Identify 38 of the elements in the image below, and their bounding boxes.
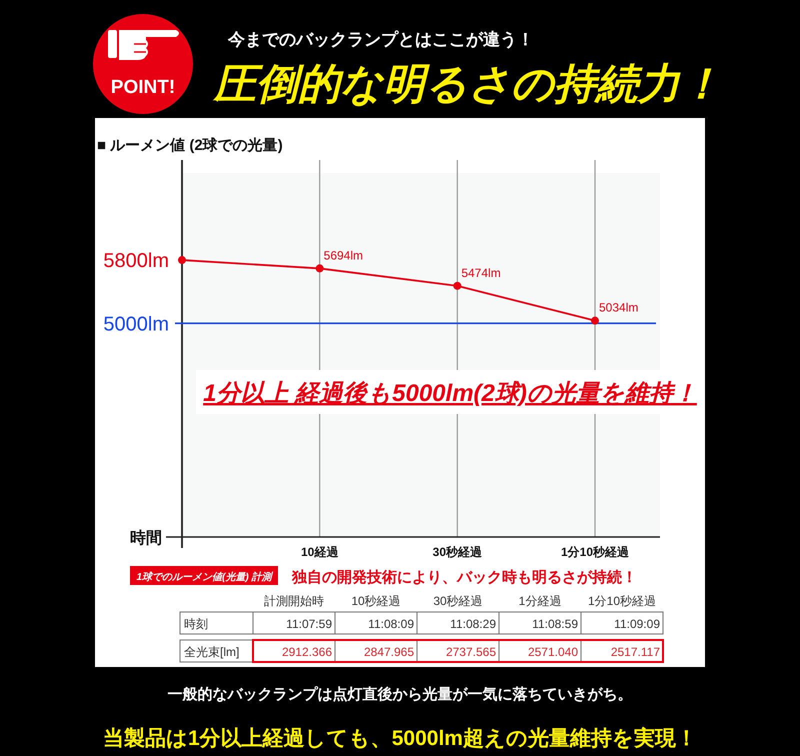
category-label: 30秒経過 (433, 594, 483, 608)
y-tick-label: 5800lm (103, 250, 169, 272)
text: 一般的なバックランプは点灯直後から光量が一気に落ちていきがち。 (168, 686, 632, 703)
category-label: 全光束[lm] (184, 645, 240, 659)
x-tick-label: 1分10秒経過 (560, 545, 630, 559)
text: 1球でのルーメン値(光量) 計測 (136, 571, 274, 583)
text: 当製品は1分以上経過しても、5000lm超えの光量維持を実現！ (103, 726, 697, 750)
text: 11:08:29 (450, 617, 496, 631)
text: 11:08:09 (368, 617, 414, 631)
category-label: 10秒経過 (351, 594, 401, 608)
chart-title: 圧倒的な明るさの持続力！ (212, 62, 722, 108)
text: 2571.040 (528, 645, 578, 659)
text: 11:07:59 (286, 617, 332, 631)
x-axis-title: 時間 (130, 529, 162, 547)
y-axis-title: ■ ルーメン値 (2球での光量) (97, 137, 283, 154)
x-tick-label: 30秒経過 (432, 545, 483, 559)
data-label: 5034lm (599, 300, 638, 315)
text: 11:09:09 (614, 617, 660, 631)
x-tick-label: 10経過 (300, 545, 340, 559)
text: POINT! (110, 77, 176, 98)
point (316, 264, 324, 272)
text: 11:08:59 (532, 617, 578, 631)
text: 2847.965 (364, 645, 414, 659)
text: 2517.117 (610, 645, 660, 659)
category-label: 時刻 (184, 617, 208, 631)
text: 2737.565 (446, 645, 496, 659)
chart-subtitle: 今までのバックランプとはここが違う！ (227, 30, 534, 49)
data-label: 5694lm (324, 248, 364, 262)
point (591, 316, 599, 325)
point (178, 256, 186, 264)
category-label: 1分経過 (518, 594, 562, 608)
point (453, 282, 462, 290)
category-label: 計測開始時 (264, 594, 324, 608)
text: 独自の開発技術により、バック時も明るさが持続！ (291, 569, 637, 586)
y-tick-label: 5000lm (103, 313, 169, 336)
text: 2912.366 (282, 645, 332, 659)
data-label: 5474lm (461, 266, 501, 280)
category-label: 1分10秒経過 (588, 594, 656, 608)
